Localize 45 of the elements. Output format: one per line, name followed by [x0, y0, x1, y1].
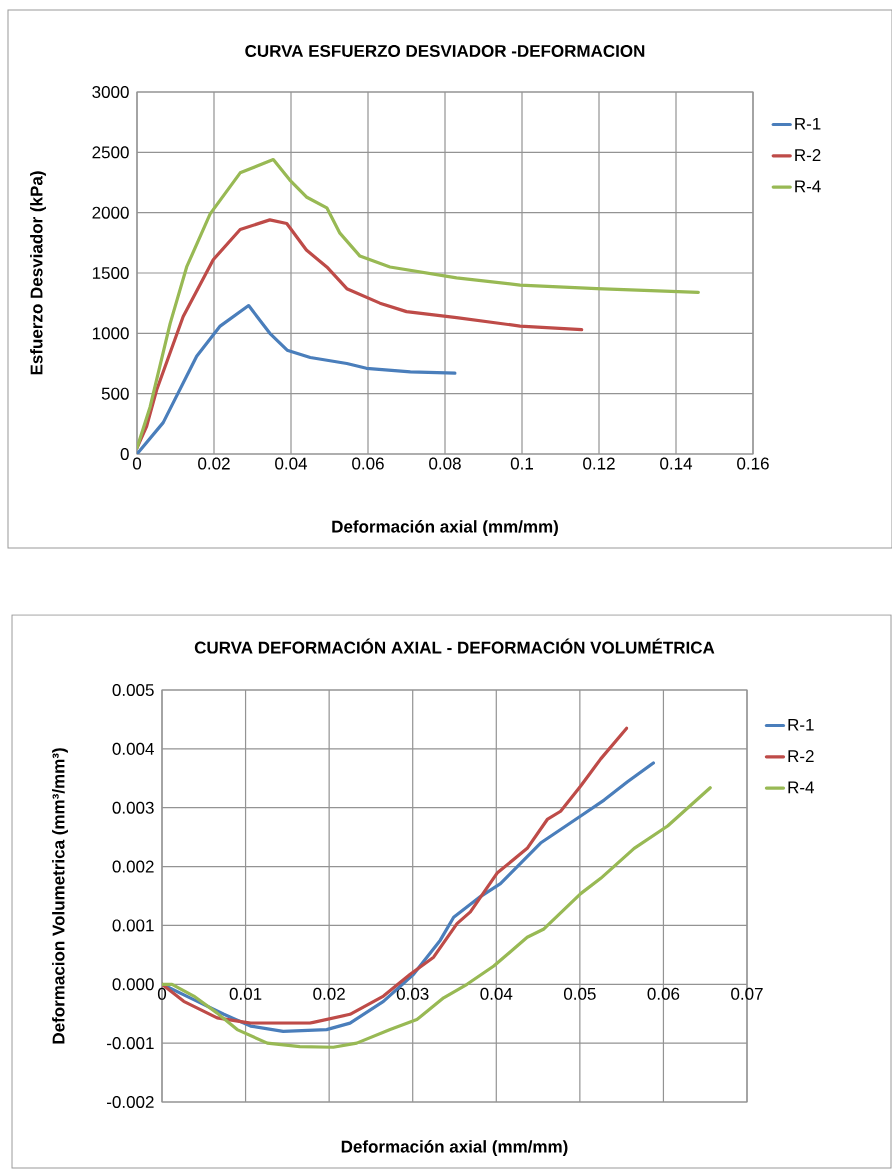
x-tick-label: 0.02: [313, 987, 345, 1000]
y-axis-title: Deformacion Volumetrica (mm³/mm³): [52, 748, 68, 1044]
x-tick-label: 0.12: [583, 457, 615, 470]
x-tick-label: 0.04: [275, 457, 308, 470]
y-tick-label: 500: [101, 387, 129, 400]
y-tick-label: 2500: [92, 146, 129, 159]
y-tick-label: 0: [120, 447, 129, 461]
chart-title: CURVA ESFUERZO DESVIADOR -DEFORMACION: [245, 44, 645, 58]
x-tick-label: 0.08: [429, 457, 461, 470]
y-tick-label: 0.000: [112, 978, 154, 991]
x-tick-label: 0.06: [352, 457, 384, 470]
y-tick-label: 1000: [92, 327, 129, 340]
y-tick-label: 3000: [92, 85, 129, 99]
y-tick-label: -0.002: [107, 1095, 154, 1109]
y-tick-label: 0.002: [112, 860, 154, 873]
y-tick-label: 0.005: [112, 683, 154, 697]
legend-label: R-2: [788, 750, 814, 762]
x-axis-title: Deformación axial (mm/mm): [332, 519, 558, 536]
x-tick-label: 0.06: [647, 987, 680, 1000]
y-tick-label: 2000: [92, 206, 129, 219]
x-tick-label: 0.03: [396, 987, 429, 1000]
line-series: [137, 157, 700, 450]
y-tick-label: 0.001: [112, 919, 154, 932]
y-tick-label: 0.004: [112, 742, 154, 755]
x-tick-label: 0.1: [510, 457, 533, 470]
x-tick-label: 0.14: [660, 457, 693, 470]
y-tick-label: 1500: [92, 266, 129, 280]
y-tick-label: 0.003: [112, 801, 154, 814]
legend-label: R-4: [788, 781, 814, 794]
legend-label: R-1: [788, 718, 814, 731]
legend-label: R-4: [795, 180, 821, 193]
chart-title: CURVA DEFORMACIÓN AXIAL - DEFORMACIÓN VOLUMÉTRICA: [194, 638, 715, 654]
x-tick-label: 0: [157, 987, 167, 1000]
x-tick-label: 0.01: [229, 987, 262, 1000]
x-axis-title: Deformación axial (mm/mm): [341, 1140, 568, 1156]
x-tick-label: 0.07: [731, 987, 763, 1000]
x-tick-label: 0.16: [737, 457, 769, 470]
legend-label: R-1: [795, 117, 821, 130]
x-tick-label: 0.05: [563, 987, 596, 1000]
line-series: [137, 303, 457, 454]
y-axis-title: Esfuerzo Desviador (kPa): [30, 171, 46, 375]
x-tick-label: 0.02: [198, 457, 230, 470]
y-tick-label: -0.001: [107, 1037, 154, 1050]
legend-label: R-2: [795, 149, 821, 161]
x-tick-label: 0.04: [480, 987, 513, 1000]
